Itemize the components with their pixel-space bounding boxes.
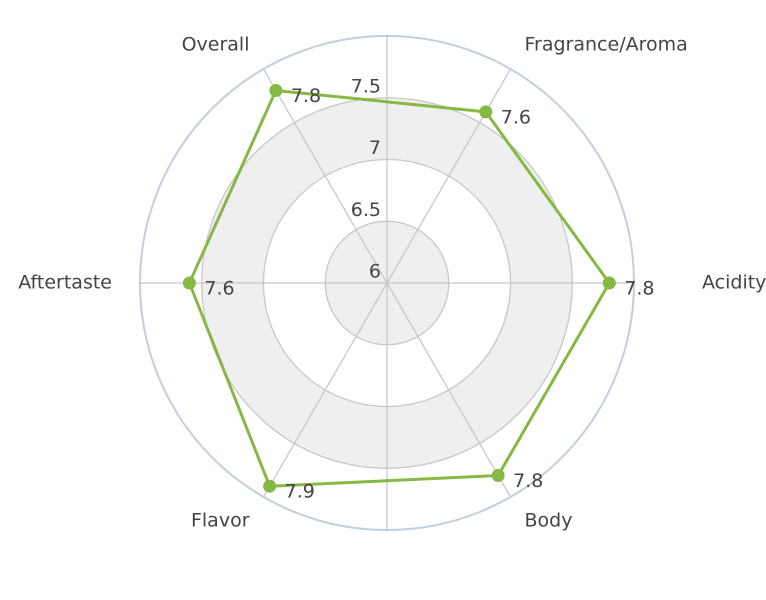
spoke (262, 68, 388, 284)
category-label: Flavor (191, 510, 250, 532)
data-point (263, 479, 277, 493)
data-point (182, 276, 196, 290)
category-label: Aftertaste (18, 272, 112, 294)
r-tick-label: 6.5 (351, 199, 381, 221)
data-point (602, 276, 616, 290)
category-label: Overall (182, 33, 250, 55)
r-tick-label: 7 (369, 137, 381, 159)
spoke (386, 68, 512, 284)
data-label: 7.6 (204, 278, 234, 300)
category-label: Body (525, 510, 573, 532)
data-label: 7.8 (291, 85, 321, 107)
data-label: 7.6 (501, 106, 531, 128)
data-point (269, 83, 283, 97)
data-label: 7.8 (513, 470, 543, 492)
data-label: 7.9 (285, 481, 315, 503)
spoke (386, 282, 512, 498)
data-point (491, 469, 505, 483)
category-label: Acidity (702, 272, 766, 294)
data-label: 7.8 (624, 278, 654, 300)
data-point (479, 105, 493, 119)
spoke (262, 282, 388, 498)
r-tick-label: 7.5 (351, 75, 381, 97)
r-tick-label: 6 (369, 261, 381, 283)
category-label: Fragrance/Aroma (525, 33, 688, 55)
